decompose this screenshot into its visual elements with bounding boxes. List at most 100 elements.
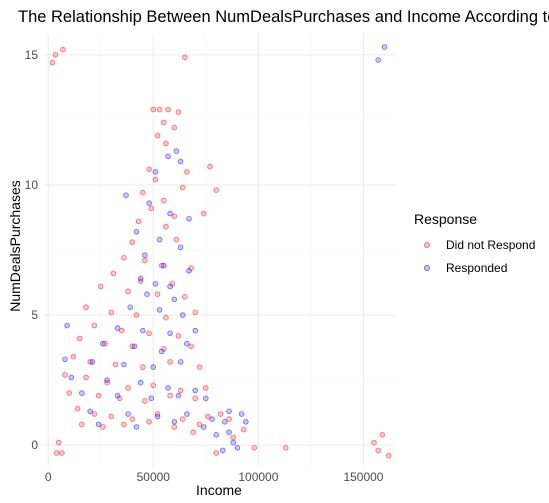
data-point-responded: [133, 424, 140, 430]
data-point-did-not-respond: [150, 106, 157, 113]
data-point-did-not-respond: [175, 333, 182, 339]
data-point-responded: [167, 330, 173, 337]
data-point-did-not-respond: [70, 353, 77, 360]
data-point-responded: [64, 322, 70, 329]
data-point-responded: [123, 192, 129, 199]
data-point-did-not-respond: [167, 359, 173, 365]
y-tick-label: 5: [31, 308, 38, 322]
data-point-responded: [158, 348, 165, 355]
data-point-did-not-respond: [192, 395, 199, 402]
data-point-did-not-respond: [110, 270, 117, 277]
data-point-responded: [243, 418, 249, 425]
data-point-responded: [167, 210, 173, 217]
data-point-did-not-respond: [135, 218, 142, 225]
data-point-responded: [68, 374, 75, 381]
data-point-did-not-respond: [83, 374, 89, 381]
data-point-responded: [226, 408, 232, 415]
data-point-responded: [375, 57, 382, 63]
data-point-responded: [203, 395, 209, 402]
data-point-did-not-respond: [379, 431, 386, 438]
y-tick-label: 0: [31, 438, 38, 452]
data-point-did-not-respond: [79, 421, 85, 428]
data-point-did-not-respond: [177, 387, 184, 394]
data-point-did-not-respond: [375, 447, 382, 454]
data-point-responded: [127, 304, 133, 311]
data-point-responded: [114, 325, 121, 331]
data-point-responded: [165, 153, 171, 160]
data-point-responded: [230, 439, 237, 446]
data-point-responded: [177, 244, 184, 251]
data-point-responded: [156, 236, 163, 243]
y-tick-label: 15: [25, 48, 39, 62]
data-point-did-not-respond: [282, 444, 289, 451]
y-axis-title: NumDealsPurchases: [7, 180, 23, 312]
data-point-did-not-respond: [112, 361, 119, 368]
data-point-responded: [192, 387, 199, 394]
data-point-did-not-respond: [146, 418, 152, 425]
data-point-did-not-respond: [230, 434, 237, 441]
data-point-responded: [79, 390, 85, 396]
data-point-did-not-respond: [154, 291, 161, 298]
x-axis-title: Income: [196, 482, 242, 498]
data-point-did-not-respond: [205, 413, 211, 420]
data-point-responded: [161, 262, 167, 269]
data-point-did-not-respond: [163, 223, 169, 230]
data-point-did-not-respond: [161, 119, 167, 126]
data-point-responded: [156, 307, 163, 313]
data-point-did-not-respond: [171, 213, 178, 220]
data-point-did-not-respond: [217, 411, 224, 417]
data-point-responded: [179, 312, 186, 318]
data-point-did-not-respond: [226, 416, 232, 423]
data-point-responded: [200, 424, 207, 430]
data-point-did-not-respond: [140, 364, 146, 370]
data-point-responded: [173, 148, 180, 154]
data-point-did-not-respond: [213, 450, 220, 456]
data-point-did-not-respond: [152, 176, 159, 183]
data-point-responded: [381, 44, 388, 50]
data-point-responded: [137, 379, 144, 386]
data-point-responded: [175, 392, 182, 399]
data-point-responded: [142, 252, 148, 259]
data-point-responded: [114, 392, 121, 399]
x-tick-label: 150000: [343, 470, 383, 484]
data-point-did-not-respond: [196, 421, 203, 428]
data-point-did-not-respond: [95, 392, 102, 399]
data-point-did-not-respond: [213, 187, 220, 193]
data-point-did-not-respond: [146, 166, 152, 173]
data-point-did-not-respond: [76, 335, 83, 342]
data-point-did-not-respond: [179, 416, 186, 423]
data-point-did-not-respond: [163, 140, 169, 147]
data-point-did-not-respond: [119, 327, 125, 334]
legend: Response Did not Respond Responded: [414, 211, 535, 275]
data-point-did-not-respond: [146, 330, 152, 337]
data-point-did-not-respond: [100, 424, 106, 430]
data-point-did-not-respond: [154, 132, 161, 139]
data-point-responded: [140, 327, 146, 334]
data-point-did-not-respond: [129, 416, 136, 423]
data-points: [49, 44, 392, 459]
data-point-responded: [184, 411, 190, 417]
grid-lines: [44, 34, 395, 466]
x-tick-label: 100000: [238, 470, 278, 484]
data-point-responded: [89, 359, 96, 365]
data-point-did-not-respond: [167, 392, 173, 399]
data-point-did-not-respond: [55, 439, 62, 446]
data-point-responded: [131, 343, 138, 350]
data-point-did-not-respond: [190, 429, 197, 436]
data-point-responded: [186, 267, 192, 274]
x-tick-label: 50000: [137, 470, 171, 484]
data-point-responded: [146, 200, 152, 207]
data-point-responded: [133, 229, 140, 235]
data-point-did-not-respond: [91, 322, 98, 329]
legend-title: Response: [414, 211, 477, 227]
data-point-responded: [226, 429, 232, 436]
data-point-did-not-respond: [59, 450, 65, 456]
data-point-responded: [150, 364, 157, 370]
data-point-did-not-respond: [142, 398, 148, 404]
data-point-did-not-respond: [108, 309, 115, 316]
data-point-did-not-respond: [175, 109, 182, 115]
data-point-did-not-respond: [66, 390, 72, 396]
data-point-did-not-respond: [49, 59, 56, 66]
data-point-responded: [234, 444, 241, 451]
